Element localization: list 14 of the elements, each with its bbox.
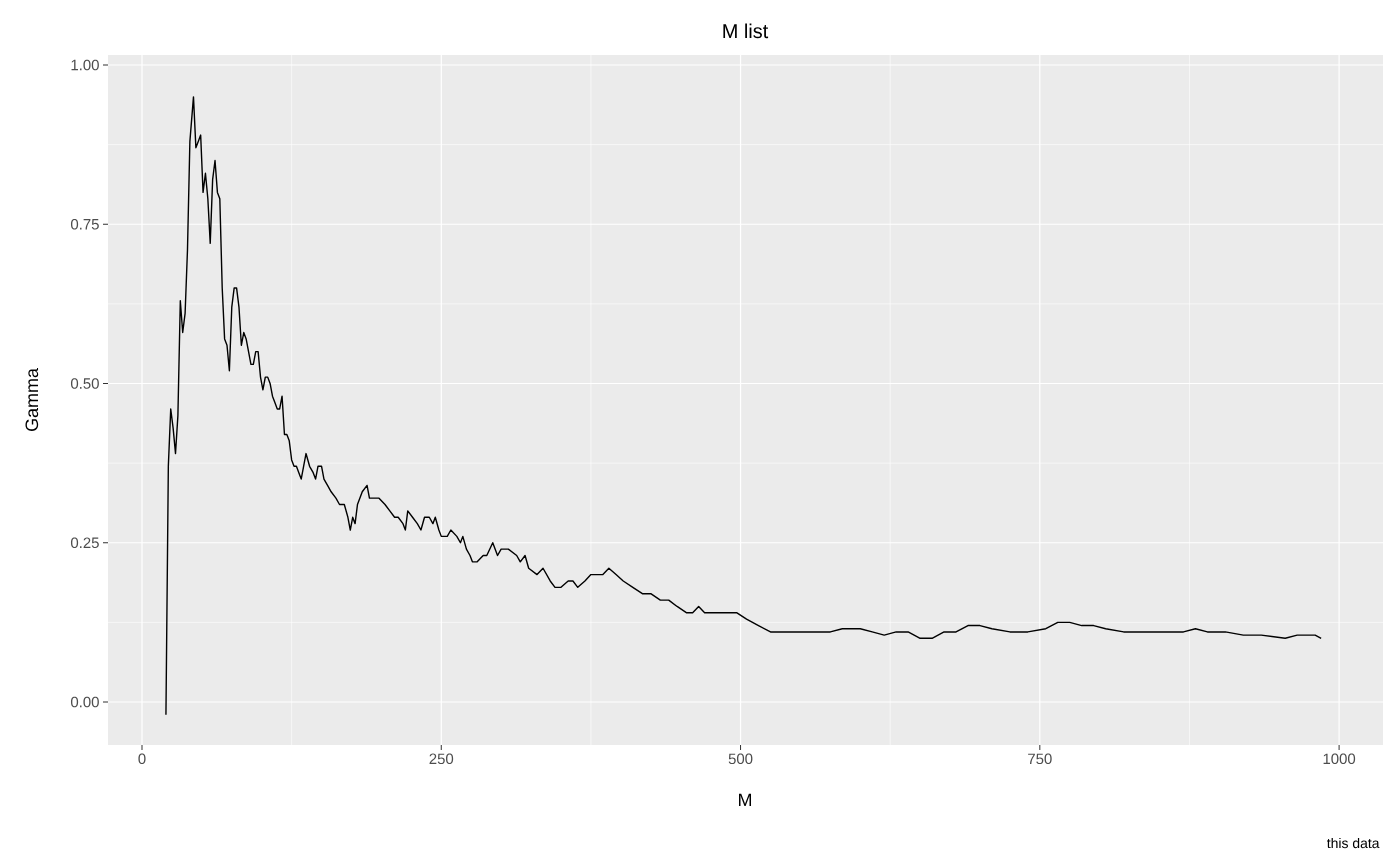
y-tick-label: 0.00 (70, 696, 99, 708)
y-tick-label: 0.25 (70, 537, 99, 549)
y-tick-label: 0.75 (70, 218, 99, 230)
y-axis-title: Gamma (25, 368, 39, 431)
x-tick-label: 750 (1028, 753, 1052, 765)
text: this data (1326, 837, 1380, 849)
x-axis-title: M (739, 793, 752, 806)
x-tick-label: 250 (429, 753, 454, 765)
y-tick-label: 0.50 (70, 378, 99, 389)
y-tick-label: 1.00 (71, 59, 99, 71)
x-tick-label: 1000 (1323, 753, 1356, 765)
x-tick-label: 500 (728, 753, 753, 765)
x-tick-label: 0 (138, 753, 146, 765)
chart-title: M list (723, 23, 769, 39)
